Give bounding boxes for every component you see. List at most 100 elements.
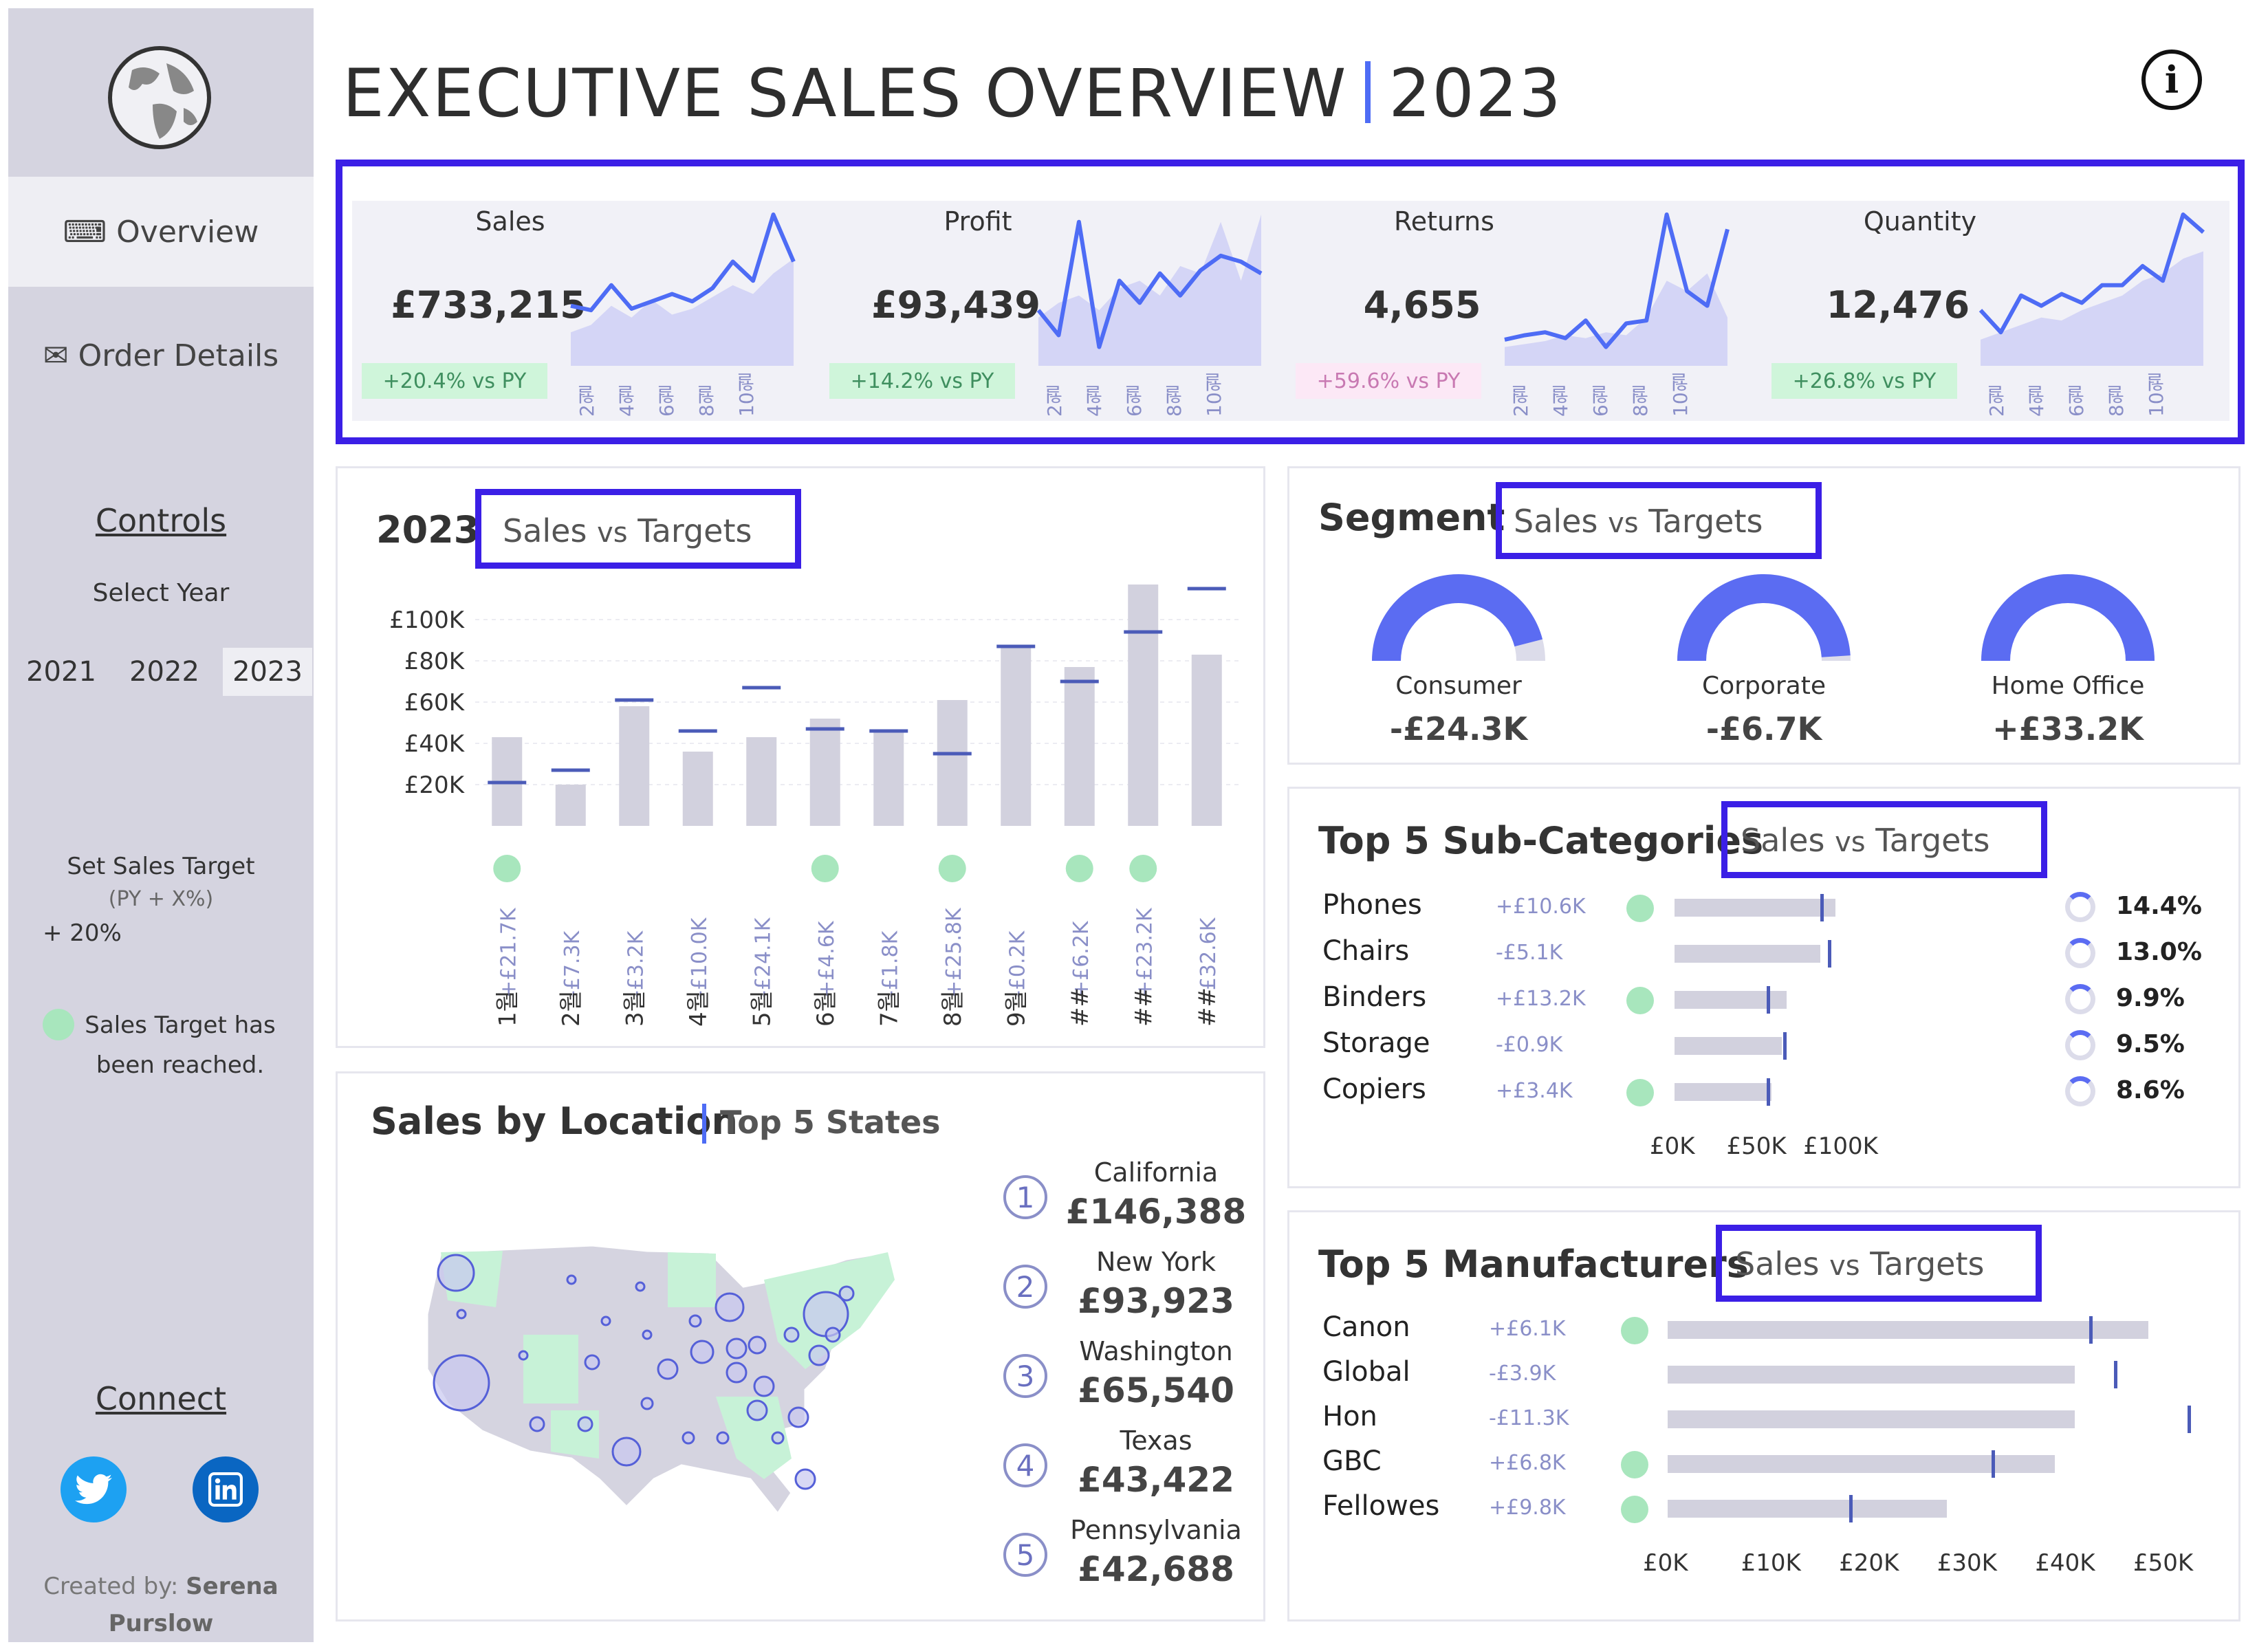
x-tick-label: £0K [1650, 1133, 1695, 1160]
kpi-prior-year-area [1981, 251, 2203, 366]
variance-label: -£7.3K [560, 930, 585, 998]
sales-bar [555, 785, 586, 826]
sales-bar [809, 719, 840, 826]
subcategory-name: Storage [1322, 1027, 1430, 1059]
subcategories-subtitle-b: Targets [1875, 822, 1990, 859]
target-reached-dot [1621, 1496, 1648, 1523]
manufacturer-sales-bar [1668, 1455, 2056, 1473]
map-bubble [456, 1309, 467, 1320]
manufacturers-subtitle-b: Targets [1870, 1245, 1985, 1282]
kpi-card: Returns 4,655 +59.6% vs PY 2월 4월 6월 8월 10월 [1286, 201, 1754, 421]
subcategories-panel-title: Top 5 Sub-Categories [1318, 819, 1764, 862]
target-marker [488, 780, 527, 785]
kpi-month-label: 8월 [1629, 385, 1652, 417]
manufacturer-sales-bar [1668, 1321, 2148, 1339]
subcategories-subtitle-highlight [1721, 801, 2047, 878]
y-tick-label: £100K [389, 607, 466, 634]
us-map-reached-southwest [551, 1410, 599, 1459]
variance-label: +£21.7K [497, 907, 521, 998]
segment-subtitle-vs: vs [1608, 507, 1639, 539]
manufacturer-name: Global [1322, 1356, 1410, 1388]
state-name: California [1093, 1157, 1219, 1188]
year-option-2022[interactable]: 2022 [129, 656, 199, 688]
kpi-month-label: 4월 [1549, 385, 1572, 417]
subcategory-variance: -£5.1K [1496, 941, 1563, 965]
monthly-subtitle-a: Sales [503, 512, 587, 549]
sales-bar [1128, 585, 1159, 826]
map-bubble [688, 1314, 702, 1328]
manufacturer-target-marker [2187, 1406, 2191, 1433]
linkedin-icon[interactable] [193, 1456, 259, 1522]
info-button[interactable]: i [2141, 50, 2202, 110]
target-reached-dot [1065, 855, 1093, 882]
kpi-month-label: 6월 [2065, 385, 2088, 417]
state-sales-value: £43,422 [1078, 1460, 1234, 1500]
subcategory-share: 8.6% [2116, 1076, 2185, 1104]
year-option-2021[interactable]: 2021 [26, 656, 96, 688]
segment-subtitle-highlight [1496, 482, 1822, 559]
month-label: ## [1130, 987, 1157, 1027]
month-label: 4월 [685, 990, 712, 1027]
month-label: 3월 [621, 990, 648, 1027]
variance-label: +£23.2K [1133, 907, 1157, 998]
nav-order-details[interactable]: ✉ Order Details [8, 301, 314, 411]
manufacturers-subtitle-vs: vs [1829, 1250, 1860, 1282]
kpi-month-label: 2월 [576, 385, 598, 417]
variance-label: -£32.6K [1197, 917, 1221, 998]
map-bubble [635, 1281, 646, 1292]
kpi-month-label: 6월 [1589, 385, 1612, 417]
segment-variance: -£24.3K [1389, 710, 1528, 747]
target-marker [996, 644, 1036, 648]
target-marker [1124, 630, 1163, 634]
target-marker [615, 698, 654, 702]
sales-target-label: Set Sales Target [67, 853, 255, 880]
page-title-text: EXECUTIVE SALES OVERVIEW [342, 55, 1348, 132]
subcategory-share: 13.0% [2116, 938, 2202, 966]
sales-target-input[interactable]: + 20% [43, 919, 122, 947]
month-label: 9월 [1003, 990, 1030, 1027]
sales-bar [873, 731, 904, 826]
gauge-fill [1372, 574, 1543, 661]
year-option-2023[interactable]: 2023 [223, 648, 312, 696]
kpi-month-label: 2월 [1509, 385, 1532, 417]
info-icon: i [2164, 58, 2179, 102]
kpi-card: Sales £733,215 +20.4% vs PY 2월 4월 6월 8월 10월 [352, 201, 820, 421]
target-marker [1187, 587, 1226, 591]
kpi-current-year-line [1504, 212, 1730, 349]
page-title: EXECUTIVE SALES OVERVIEW 2023 [342, 55, 1562, 132]
target-reached-legend-dot [43, 1009, 74, 1040]
map-bubble [657, 1358, 679, 1380]
kpi-current-year-line [1978, 212, 2205, 335]
state-sales-value: £93,923 [1078, 1281, 1234, 1321]
manufacturer-target-marker [2113, 1361, 2117, 1388]
map-bubble [715, 1292, 745, 1322]
share-ring-icon [2065, 892, 2095, 922]
title-divider [1365, 61, 1371, 123]
kpi-month-label: 4월 [2025, 385, 2048, 417]
map-bubble [746, 1399, 768, 1421]
kpi-sparkline [570, 212, 796, 366]
us-map-reached-mountain [523, 1335, 578, 1404]
manufacturer-sales-bar [1668, 1410, 2075, 1428]
nav-overview[interactable]: ⌨ Overview [8, 177, 314, 287]
globe-logo-icon [108, 46, 211, 149]
map-bubble [726, 1337, 748, 1359]
sales-bar [619, 706, 650, 826]
subcategories-panel-subtitle: Sales vs Targets [1741, 822, 1989, 859]
variance-label: -£0.2K [1005, 930, 1029, 998]
map-bubble [566, 1274, 577, 1285]
map-bubble [682, 1431, 695, 1445]
share-ring-icon [2065, 1030, 2095, 1060]
subcategory-name: Copiers [1322, 1073, 1426, 1105]
y-tick-label: £80K [404, 648, 466, 675]
map-bubble [611, 1437, 642, 1467]
map-bubble [716, 1431, 730, 1445]
kpi-month-label: 10월 [1203, 373, 1225, 417]
twitter-icon[interactable] [61, 1456, 127, 1522]
connect-title: Connect [95, 1380, 227, 1417]
variance-label: +£6.2K [1069, 920, 1093, 998]
subcategory-variance: +£13.2K [1496, 987, 1586, 1011]
location-title-divider [702, 1104, 706, 1144]
target-marker [551, 768, 590, 772]
x-tick-label: £20K [1839, 1549, 1899, 1577]
